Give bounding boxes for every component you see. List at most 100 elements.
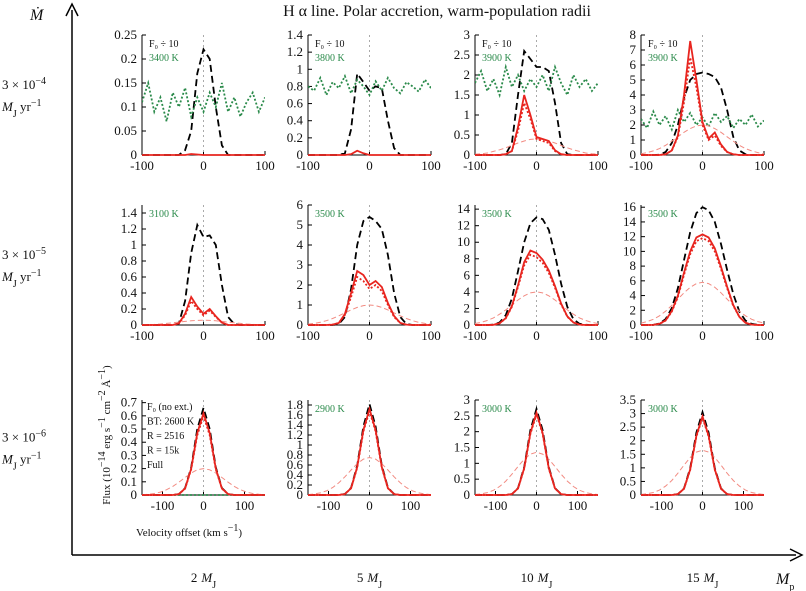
note: 3500 K	[648, 209, 679, 220]
legend-entry: R = 15k	[147, 446, 179, 457]
velocity-label-part: )	[238, 527, 242, 539]
series-line	[641, 409, 764, 496]
lines	[142, 47, 265, 156]
note: 3000 K	[648, 404, 679, 415]
x-tick-label: 0	[533, 158, 540, 173]
x-tick-label: 100	[734, 498, 754, 513]
legend-entry: R = 2516	[147, 431, 184, 442]
x-tick-label: 0	[200, 498, 207, 513]
y-tick-label: 0.8	[287, 447, 303, 462]
annotation: F₀ ÷ 10	[149, 39, 179, 50]
y-tick-label: 1	[297, 61, 304, 76]
x-tick-label: 100	[235, 498, 255, 513]
series-line	[142, 153, 265, 156]
x-tick-label: 0	[699, 328, 706, 343]
note: 3500 K	[315, 209, 346, 220]
series-line	[641, 124, 764, 155]
y-tick-label: 0	[131, 487, 138, 502]
y-tick-label: 16	[623, 199, 637, 214]
x-tick-label: -100	[463, 328, 487, 343]
y-tick-label: 1.6	[287, 407, 304, 422]
mass-arrow	[789, 548, 804, 562]
annotation: F₀ ÷ 10	[648, 39, 678, 50]
y-tick-label: 0.4	[287, 467, 304, 482]
lines	[475, 216, 598, 326]
x-tick-label: 100	[754, 158, 774, 173]
row-unit-part: M	[1, 99, 14, 114]
y-tick-label: 1.2	[287, 427, 303, 442]
x-tick-label: 0	[533, 328, 540, 343]
y-tick-label: 1	[297, 297, 304, 312]
x-tick-label: -100	[296, 158, 320, 173]
y-tick-label: 1.2	[287, 44, 303, 59]
flux-label-part: )	[101, 365, 113, 369]
x-tick-label: -100	[317, 498, 341, 513]
series-line	[475, 63, 598, 99]
x-tick-label: -100	[629, 328, 653, 343]
y-tick-label: 0	[131, 147, 138, 162]
note: 3800 K	[315, 53, 346, 64]
x-tick-label: 0	[200, 328, 207, 343]
y-tick-label: 2	[464, 424, 471, 439]
note: 2900 K	[315, 404, 346, 415]
row-rate: 3 × 10−6	[2, 428, 46, 445]
column-mass: 2 MJ	[191, 570, 216, 591]
y-tick-label: 8	[464, 251, 471, 266]
velocity-label-part: Velocity offset (km s	[136, 527, 228, 539]
x-tick-label: -100	[130, 328, 154, 343]
y-tick-label: 1	[464, 455, 471, 470]
row-rate-part: 3 × 10	[2, 247, 35, 262]
y-tick-label: 1.5	[454, 440, 470, 455]
y-tick-label: 0	[464, 317, 471, 332]
row-unit-part: yr	[17, 99, 32, 114]
y-tick-label: 0.6	[121, 408, 138, 423]
y-tick-label: 2	[630, 302, 637, 317]
y-tick-label: 3	[297, 257, 304, 272]
series-line	[641, 413, 764, 496]
flux-label-part: −1	[97, 369, 108, 380]
x-tick-label: 0	[533, 498, 540, 513]
y-tick-label: 0.5	[454, 471, 470, 486]
x-tick-label: 100	[588, 158, 608, 173]
y-tick-label: 0.5	[620, 473, 636, 488]
y-tick-label: 2	[464, 300, 471, 315]
annotation: F₀ ÷ 10	[315, 39, 345, 50]
y-tick-label: 3	[464, 392, 471, 407]
mass-axis-symbol-part: p	[789, 582, 794, 591]
y-tick-label: 2	[297, 277, 304, 292]
y-tick-label: 10	[457, 234, 470, 249]
flux-label-part: Flux (10	[101, 467, 113, 505]
row-rate: 3 × 10−4	[2, 76, 46, 93]
row-unit-part: M	[1, 452, 14, 467]
y-tick-label: 0.7	[121, 395, 138, 410]
y-tick-label: 3	[630, 406, 637, 421]
series-line	[475, 249, 598, 326]
row-unit-part: yr	[17, 269, 32, 284]
column-mass-part: J	[714, 580, 718, 591]
flux-label-part: cm	[101, 401, 113, 418]
row-unit-part: J	[13, 279, 17, 290]
series-line	[475, 138, 598, 155]
y-tick-label: 0.4	[287, 113, 304, 128]
column-mass-part: J	[548, 580, 552, 591]
y-tick-label: 0.2	[121, 461, 137, 476]
flux-label-part: −1	[97, 417, 108, 428]
column-mass-part: J	[212, 580, 216, 591]
column-mass-part: J	[378, 580, 382, 591]
y-tick-label: 14	[623, 214, 637, 229]
row-unit-part: −1	[31, 268, 42, 279]
column-mass-part: 2	[191, 570, 198, 585]
y-tick-label: 0.1	[121, 99, 137, 114]
series-line	[308, 269, 431, 326]
y-tick-label: 0	[297, 487, 304, 502]
column-mass: 5 MJ	[357, 570, 382, 591]
x-tick-label: 100	[588, 328, 608, 343]
series-line	[308, 73, 431, 98]
